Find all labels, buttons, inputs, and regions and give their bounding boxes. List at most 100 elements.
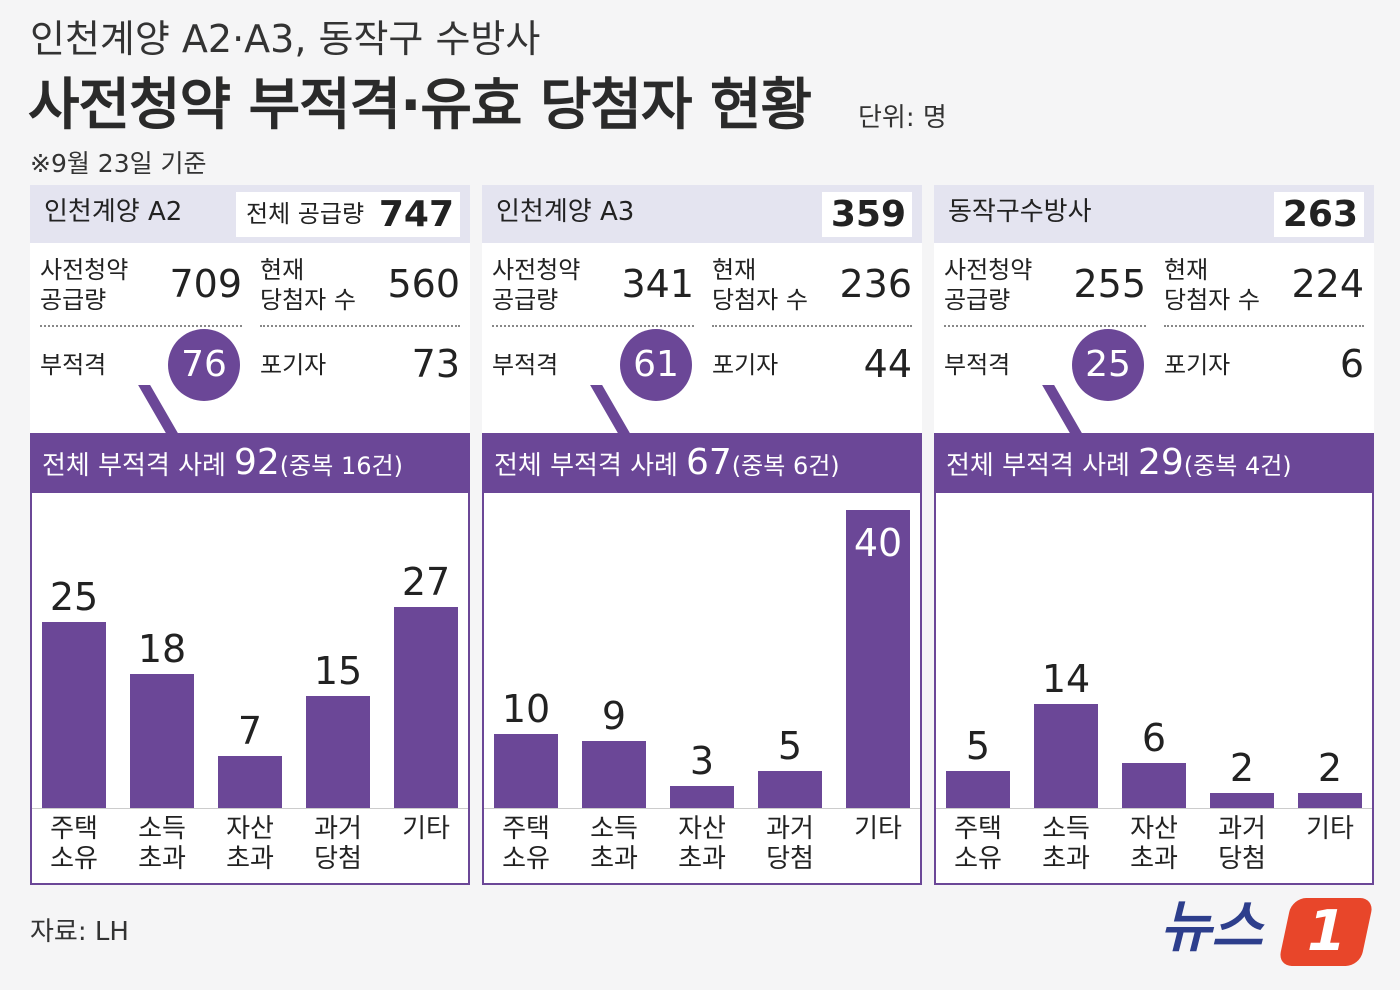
value-label: 2 bbox=[1317, 746, 1343, 791]
divider bbox=[712, 325, 912, 327]
total-label: 전체 공급량 bbox=[246, 200, 365, 228]
category-label: 기타 bbox=[854, 814, 902, 844]
bar bbox=[758, 770, 822, 808]
bar bbox=[1122, 763, 1186, 808]
value-label: 15 bbox=[313, 649, 363, 694]
category-label: 소득 초과 bbox=[590, 814, 638, 874]
value-label: 40 bbox=[853, 521, 903, 565]
category-label: 주택 소유 bbox=[954, 814, 1002, 874]
band-label: 전체 부적격 사례 bbox=[946, 451, 1130, 481]
divider bbox=[492, 325, 694, 327]
stat-label: 현재 당첨자 수 bbox=[260, 256, 356, 314]
stat-value: 255 bbox=[1073, 262, 1146, 306]
value-label: 5 bbox=[965, 723, 991, 768]
value-label: 2 bbox=[1229, 746, 1255, 791]
divider bbox=[1164, 325, 1364, 327]
stat-label: 포기자 bbox=[712, 351, 779, 379]
band-text: 전체 부적격 사례 67 (중복 6건) bbox=[494, 442, 840, 483]
category-label: 자산 초과 bbox=[1130, 814, 1178, 874]
value-label: 27 bbox=[401, 559, 451, 604]
total-value: 263 bbox=[1282, 194, 1358, 235]
stats-bg bbox=[934, 243, 1374, 433]
band-value: 67 bbox=[685, 442, 732, 483]
note: ※9월 23일 기준 bbox=[30, 149, 207, 178]
stat-value: 236 bbox=[839, 262, 912, 306]
panel-name: 인천계양 A3 bbox=[496, 197, 635, 227]
bar bbox=[846, 510, 910, 808]
value-label: 5 bbox=[777, 723, 803, 768]
stat-value: 25 bbox=[1072, 329, 1144, 401]
stat-value: 224 bbox=[1291, 262, 1364, 306]
panel-name: 동작구수방사 bbox=[948, 197, 1092, 227]
title: 사전청약 부적격·유효 당첨자 현황 bbox=[28, 73, 812, 138]
value-label: 9 bbox=[601, 693, 627, 738]
value-label: 6 bbox=[1141, 716, 1167, 761]
band-note: (중복 6건) bbox=[731, 452, 840, 480]
panel: 인천계양 A2 전체 공급량 747 사전청약 공급량 709 현재 당첨자 수 560 부적… bbox=[30, 185, 470, 885]
band bbox=[30, 433, 470, 493]
bar bbox=[946, 770, 1010, 808]
band-value: 92 bbox=[233, 442, 280, 483]
band-label: 전체 부적격 사례 bbox=[494, 451, 678, 481]
category-label: 주택 소유 bbox=[502, 814, 550, 874]
stat-label: 부적격 bbox=[944, 351, 1011, 379]
stat-label: 사전청약 공급량 bbox=[492, 256, 581, 314]
band-text: 전체 부적격 사례 29 (중복 4건) bbox=[946, 442, 1292, 483]
chart-frame bbox=[934, 493, 1374, 885]
stat-label: 현재 당첨자 수 bbox=[1164, 256, 1260, 314]
total-value: 747 bbox=[378, 194, 454, 235]
stat-label: 부적격 bbox=[40, 351, 107, 379]
band-note: (중복 4건) bbox=[1183, 452, 1292, 480]
baseline bbox=[32, 808, 468, 809]
stat-label: 포기자 bbox=[260, 351, 327, 379]
subtitle: 인천계양 A2·A3, 동작구 수방사 bbox=[30, 17, 541, 61]
bar bbox=[218, 755, 282, 808]
value-label: 18 bbox=[137, 626, 187, 671]
stat-label: 현재 당첨자 수 bbox=[712, 256, 808, 314]
total-box: 전체 공급량 747 bbox=[236, 192, 460, 237]
band bbox=[482, 433, 922, 493]
stat-label: 부적격 bbox=[492, 351, 559, 379]
value-label: 7 bbox=[237, 708, 263, 753]
stats-bg bbox=[30, 243, 470, 433]
value-label: 3 bbox=[689, 738, 715, 783]
bar bbox=[1298, 793, 1362, 808]
bar bbox=[494, 733, 558, 808]
divider bbox=[944, 325, 1146, 327]
total-value: 359 bbox=[830, 194, 906, 235]
band-label: 전체 부적격 사례 bbox=[42, 451, 226, 481]
bar bbox=[42, 621, 106, 808]
band-text: 전체 부적격 사례 92 (중복 16건) bbox=[42, 442, 403, 483]
value-label: 25 bbox=[49, 574, 99, 619]
source: 자료: LH bbox=[30, 917, 129, 947]
stat-value: 73 bbox=[411, 342, 460, 386]
stat-value: 61 bbox=[620, 329, 692, 401]
band bbox=[934, 433, 1374, 493]
stat-label: 포기자 bbox=[1164, 351, 1231, 379]
total-box: 263 bbox=[1274, 192, 1364, 237]
bar bbox=[1034, 703, 1098, 808]
bar bbox=[130, 673, 194, 808]
unit: 단위: 명 bbox=[858, 103, 947, 133]
category-label: 과거 당첨 bbox=[1218, 814, 1266, 874]
bar bbox=[394, 606, 458, 808]
stat-label: 사전청약 공급량 bbox=[40, 256, 129, 314]
total-box: 359 bbox=[822, 192, 912, 237]
baseline bbox=[936, 808, 1372, 809]
stat-label: 사전청약 공급량 bbox=[944, 256, 1033, 314]
bar bbox=[306, 696, 370, 808]
stats-bg bbox=[482, 243, 922, 433]
stat-value: 44 bbox=[863, 342, 912, 386]
category-label: 소득 초과 bbox=[1042, 814, 1090, 874]
band-value: 29 bbox=[1137, 442, 1184, 483]
category-label: 기타 bbox=[402, 814, 450, 844]
category-label: 주택 소유 bbox=[50, 814, 98, 874]
stat-value: 341 bbox=[621, 262, 694, 306]
divider bbox=[260, 325, 460, 327]
bar bbox=[582, 740, 646, 808]
stat-value: 709 bbox=[169, 262, 242, 306]
category-label: 자산 초과 bbox=[226, 814, 274, 874]
panel: 인천계양 A3 359 사전청약 공급량 341 현재 당첨자 수 236 부적격 61 포기자… bbox=[482, 185, 922, 885]
stat-value: 76 bbox=[168, 329, 240, 401]
